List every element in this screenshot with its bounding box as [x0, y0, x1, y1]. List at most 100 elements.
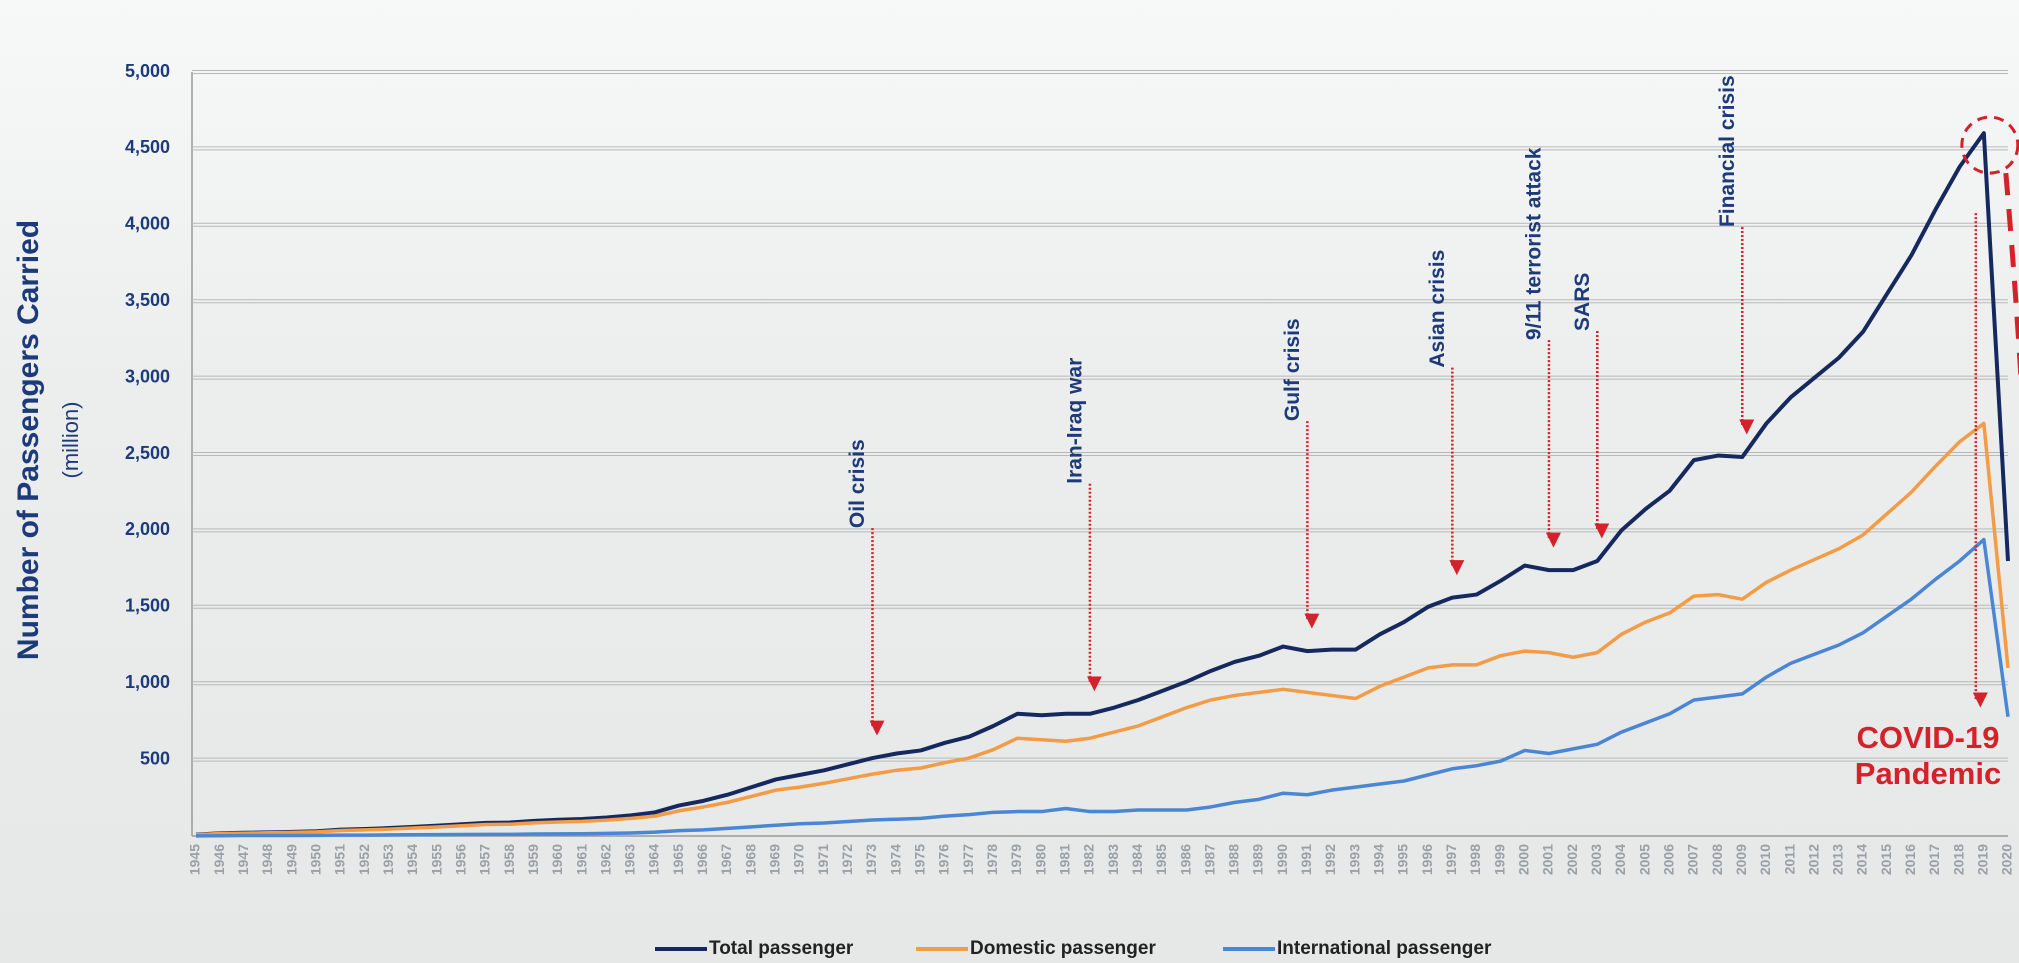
x-tick-label: 1961 — [573, 844, 589, 875]
x-tick-label: 1955 — [428, 844, 444, 875]
y-tick-label: 500 — [140, 748, 170, 768]
y-tick-label: 5,000 — [125, 61, 170, 81]
x-tick-label: 1983 — [1105, 844, 1121, 875]
x-tick-label: 2004 — [1612, 844, 1628, 875]
x-tick-label: 1965 — [670, 844, 686, 875]
x-tick-label: 1971 — [815, 844, 831, 875]
x-tick-label: 1984 — [1129, 844, 1145, 875]
x-tick-label: 1987 — [1201, 844, 1217, 875]
x-tick-label: 2020 — [1999, 844, 2015, 875]
x-tick-label: 1954 — [404, 844, 420, 875]
series-line — [195, 421, 2010, 837]
x-tick-label: 1994 — [1371, 844, 1387, 875]
x-tick-label: 1970 — [791, 844, 807, 875]
y-axis-unit: (million) — [58, 402, 83, 479]
y-axis-label: Number of Passengers Carried — [12, 220, 45, 660]
y-tick-label: 3,500 — [125, 290, 170, 310]
x-tick-label: 1949 — [283, 844, 299, 875]
x-tick-label: 1956 — [452, 844, 468, 875]
x-tick-label: 1973 — [863, 844, 879, 875]
x-tick-label: 1972 — [839, 844, 855, 875]
x-tick-label: 2001 — [1540, 844, 1556, 875]
x-tick-label: 1977 — [960, 844, 976, 875]
x-tick-label: 1951 — [332, 844, 348, 875]
x-tick-label: 2011 — [1781, 844, 1797, 875]
x-tick-label: 1982 — [1081, 844, 1097, 875]
x-tick-label: 2006 — [1660, 844, 1676, 875]
x-tick-label: 1997 — [1443, 844, 1459, 875]
x-tick-label: 1978 — [984, 844, 1000, 875]
x-tick-label: 1962 — [597, 844, 613, 875]
x-tick-label: 2009 — [1733, 844, 1749, 875]
callout-line: COVID-19 — [1857, 720, 2000, 755]
x-tick-label: 1998 — [1467, 844, 1483, 875]
x-tick-label: 2002 — [1564, 844, 1580, 875]
x-tick-label: 1999 — [1491, 844, 1507, 875]
x-tick-label: 1960 — [549, 844, 565, 875]
y-tick-label: 2,000 — [125, 519, 170, 539]
legend-label: International passenger — [1277, 938, 1492, 959]
callout-label: COVID-19 Pandemic — [1855, 720, 2001, 791]
annotation-label: 9/11 terrorist attack — [1523, 147, 1546, 340]
x-tick-label: 1953 — [380, 844, 396, 875]
x-tick-label: 1975 — [912, 844, 928, 875]
x-tick-label: 1963 — [622, 844, 638, 875]
series-line — [195, 537, 2010, 838]
x-tick-label: 1968 — [742, 844, 758, 875]
series-line — [195, 131, 2010, 837]
x-tick-label: 2003 — [1588, 844, 1604, 875]
y-tick-label: 3,000 — [125, 366, 170, 386]
x-tick-label: 2007 — [1685, 844, 1701, 875]
x-tick-label: 1966 — [694, 844, 710, 875]
x-tick-label: 2016 — [1902, 844, 1918, 875]
x-tick-label: 1991 — [1298, 844, 1314, 875]
annotation-label: Asian crisis — [1426, 250, 1449, 368]
y-tick-label: 4,500 — [125, 137, 170, 157]
x-tick-label: 1985 — [1153, 844, 1169, 875]
x-tick-label: 1946 — [211, 844, 227, 875]
y-tick-label: 2,500 — [125, 443, 170, 463]
x-tick-label: 1993 — [1346, 844, 1362, 875]
x-tick-label: 1945 — [187, 844, 203, 875]
x-tick-label: 2000 — [1516, 844, 1532, 875]
x-tick-label: 1947 — [235, 844, 251, 875]
x-tick-label: 1950 — [308, 844, 324, 875]
x-tick-label: 2013 — [1830, 844, 1846, 875]
x-tick-label: 1981 — [1056, 844, 1072, 875]
y-tick-label: 1,500 — [125, 596, 170, 616]
annotation-label: Gulf crisis — [1281, 318, 1304, 421]
annotation-label: Iran-Iraq war — [1063, 358, 1086, 484]
x-tick-label: 1964 — [646, 844, 662, 875]
x-tick-label: 2015 — [1878, 844, 1894, 875]
x-tick-label: 1996 — [1419, 844, 1435, 875]
x-tick-label: 1989 — [1250, 844, 1266, 875]
x-tick-label: 1948 — [259, 844, 275, 875]
x-tick-label: 2005 — [1636, 844, 1652, 875]
x-tick-label: 1969 — [767, 844, 783, 875]
annotation-label: SARS — [1571, 273, 1594, 331]
x-tick-label: 1958 — [501, 844, 517, 875]
x-tick-label: 2010 — [1757, 844, 1773, 875]
legend-label: Total passenger — [709, 938, 854, 959]
x-tick-label: 2012 — [1805, 844, 1821, 875]
x-tick-label: 1986 — [1177, 844, 1193, 875]
annotation-label: Oil crisis — [846, 439, 869, 528]
x-tick-label: 1992 — [1322, 844, 1338, 875]
x-tick-label: 1952 — [356, 844, 372, 875]
y-tick-label: 1,000 — [125, 672, 170, 692]
legend-label: Domestic passenger — [970, 938, 1156, 959]
x-tick-label: 2018 — [1950, 844, 1966, 875]
x-tick-label: 2017 — [1926, 844, 1942, 875]
callout-circle — [1960, 115, 2019, 175]
x-tick-label: 1974 — [887, 844, 903, 875]
x-tick-label: 1957 — [477, 844, 493, 875]
x-tick-label: 1980 — [1032, 844, 1048, 875]
annotation-label: Financial crisis — [1716, 75, 1739, 227]
callout-dash — [2003, 172, 2019, 387]
x-tick-label: 1979 — [1008, 844, 1024, 875]
x-tick-label: 1988 — [1226, 844, 1242, 875]
x-tick-label: 1990 — [1274, 844, 1290, 875]
x-tick-label: 1959 — [525, 844, 541, 875]
callout-line: Pandemic — [1855, 756, 2001, 791]
